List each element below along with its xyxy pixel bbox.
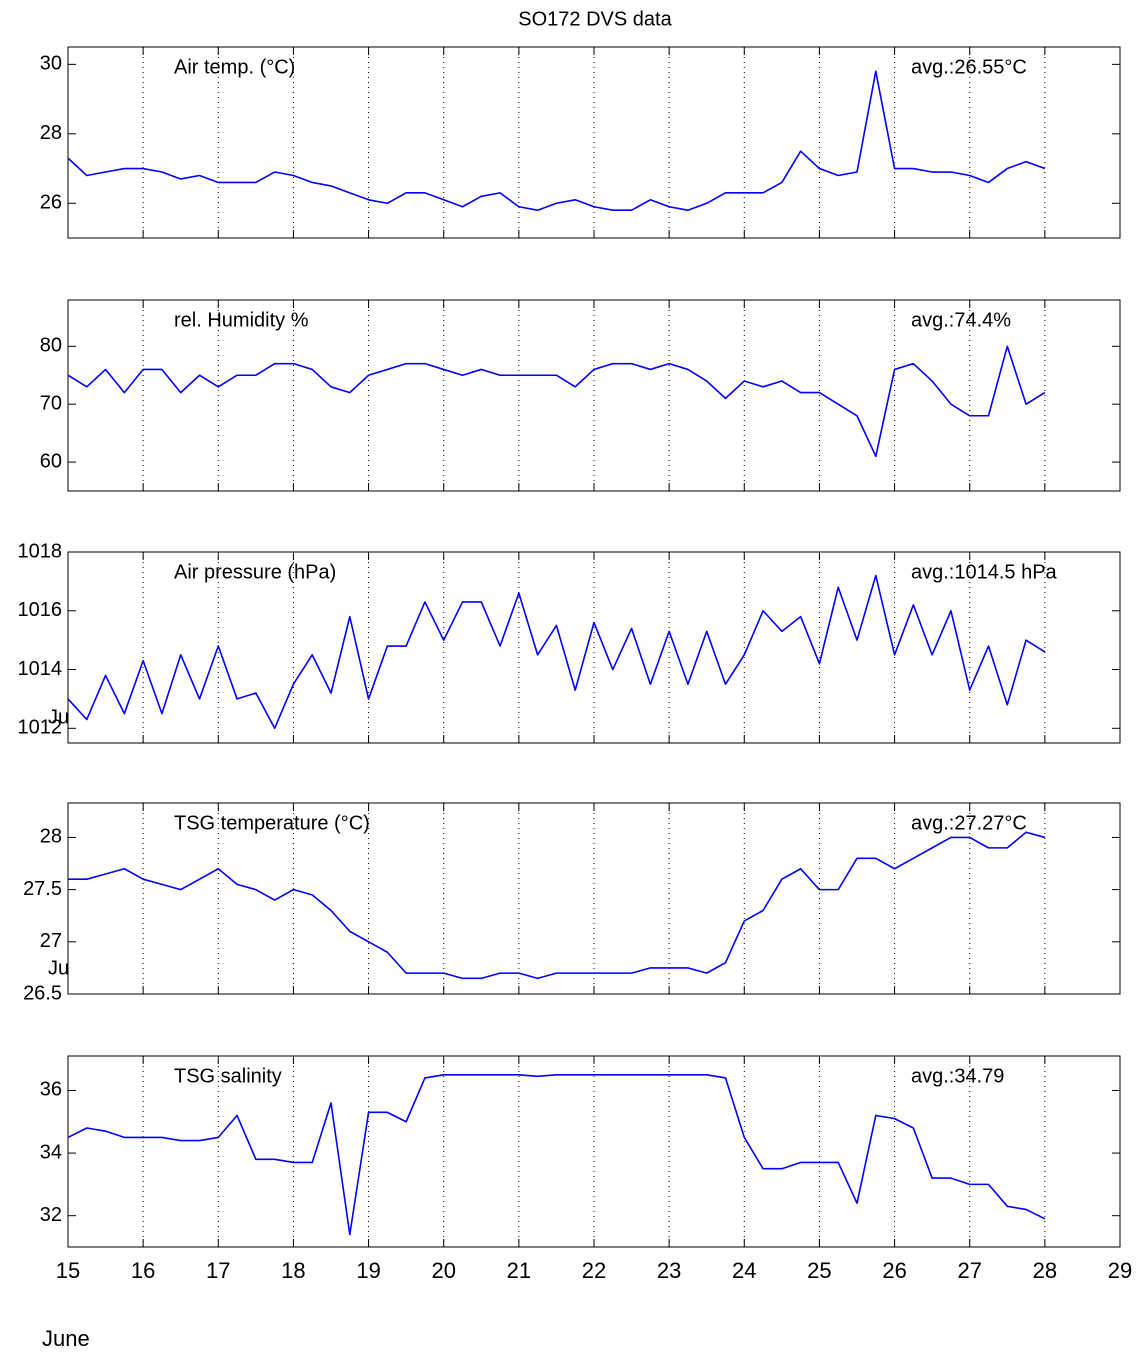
- annotation: TSG salinity: [174, 1065, 282, 1087]
- x-tick-label: 15: [56, 1258, 80, 1283]
- annotation: rel. Humidity %: [174, 309, 309, 331]
- x-tick-label: 23: [657, 1258, 681, 1283]
- y-tick-label: 70: [40, 392, 62, 414]
- y-tick-label: 28: [40, 122, 62, 144]
- y-tick-label: 60: [40, 450, 62, 472]
- x-tick-label: 27: [957, 1258, 981, 1283]
- chart-title: SO172 DVS data: [518, 8, 672, 30]
- y-tick-label: 28: [40, 826, 62, 848]
- data-line: [67, 70, 1046, 212]
- y-tick-label: 1012: [18, 717, 63, 739]
- x-tick-label: 18: [281, 1258, 305, 1283]
- x-tick-label: 29: [1108, 1258, 1132, 1283]
- x-axis-label: June: [42, 1326, 90, 1351]
- y-tick-label: 26.5: [23, 982, 62, 1004]
- y-tick-label: 34: [40, 1141, 62, 1163]
- annotation: avg.:34.79: [911, 1065, 1004, 1087]
- annotation: Ju: [48, 706, 69, 728]
- y-tick-label: 32: [40, 1204, 62, 1226]
- x-tick-label: 24: [732, 1258, 756, 1283]
- x-tick-label: 17: [206, 1258, 230, 1283]
- x-tick-label: 19: [356, 1258, 380, 1283]
- x-tick-label: 26: [882, 1258, 906, 1283]
- data-line: [68, 831, 1046, 980]
- data-line: [67, 345, 1046, 458]
- y-tick-label: 36: [40, 1079, 62, 1101]
- annotation: avg.:1014.5 hPa: [911, 561, 1058, 583]
- annotation: avg.:74.4%: [911, 309, 1011, 331]
- y-tick-label: 1014: [18, 658, 63, 680]
- y-tick-label: 27: [40, 930, 62, 952]
- data-line: [67, 1073, 1046, 1236]
- annotation: Ju: [48, 957, 69, 979]
- annotation: Air temp. (°C): [174, 56, 295, 78]
- y-tick-label: 26: [40, 192, 62, 214]
- annotation: Air pressure (hPa): [174, 561, 336, 583]
- x-tick-label: 20: [431, 1258, 455, 1283]
- y-tick-label: 1018: [18, 540, 63, 562]
- x-tick-label: 16: [131, 1258, 155, 1283]
- y-tick-label: 1016: [18, 599, 63, 621]
- annotation: avg.:27.27°C: [911, 812, 1027, 834]
- y-tick-label: 27.5: [23, 878, 62, 900]
- x-tick-label: 22: [582, 1258, 606, 1283]
- annotation: avg.:26.55°C: [911, 56, 1027, 78]
- x-tick-label: 25: [807, 1258, 831, 1283]
- annotation: TSG temperature (°C): [174, 812, 370, 834]
- x-tick-label: 21: [507, 1258, 531, 1283]
- x-tick-label: 28: [1033, 1258, 1057, 1283]
- data-line: [67, 574, 1046, 730]
- y-tick-label: 80: [40, 335, 62, 357]
- y-tick-label: 30: [40, 53, 62, 75]
